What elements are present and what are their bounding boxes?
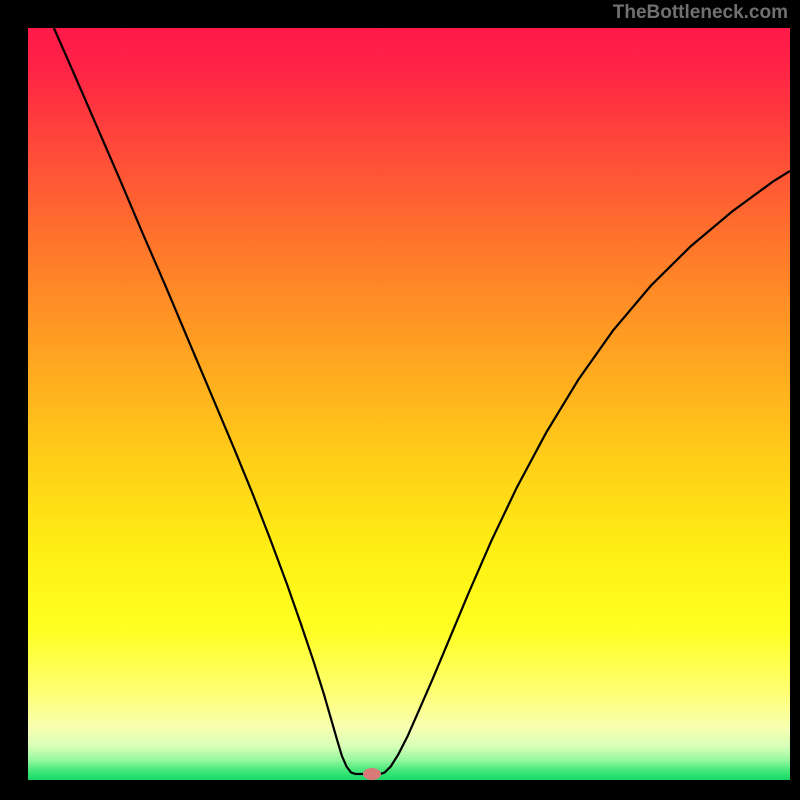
curve-path — [54, 28, 790, 774]
watermark: TheBottleneck.com — [613, 2, 788, 24]
plot-area — [28, 28, 790, 780]
bottleneck-curve — [28, 28, 790, 780]
minimum-marker — [363, 768, 381, 780]
